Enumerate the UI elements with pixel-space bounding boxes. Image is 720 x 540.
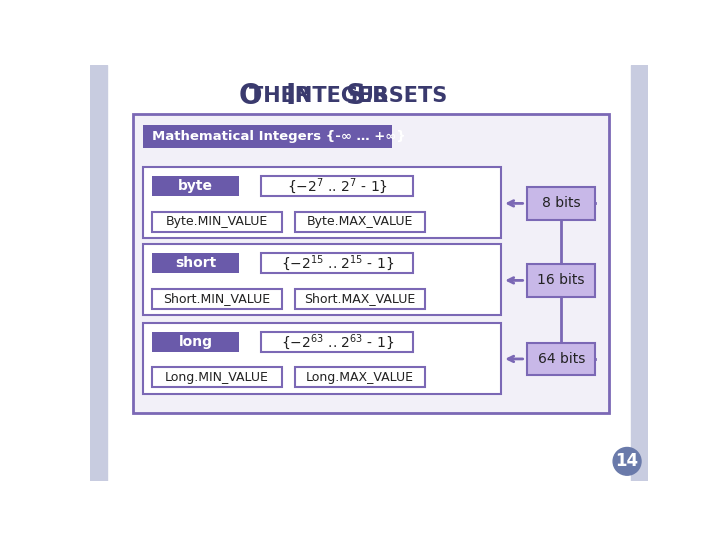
Text: S: S — [346, 82, 366, 110]
Circle shape — [613, 448, 641, 475]
Text: I: I — [285, 82, 295, 110]
Text: UBSETS: UBSETS — [356, 86, 447, 106]
Bar — [132, 114, 609, 413]
Bar — [261, 253, 413, 273]
Text: O: O — [239, 82, 262, 110]
Bar — [152, 253, 239, 273]
Bar — [152, 177, 239, 197]
Text: 14: 14 — [616, 453, 639, 470]
Bar — [152, 212, 282, 232]
Bar — [294, 367, 425, 387]
Bar — [143, 323, 500, 394]
Text: Short.MAX_VALUE: Short.MAX_VALUE — [304, 292, 415, 306]
Text: long: long — [179, 335, 212, 349]
Bar — [143, 167, 500, 238]
Text: Long.MAX_VALUE: Long.MAX_VALUE — [306, 371, 414, 384]
Bar — [152, 332, 239, 352]
Text: NTEGER: NTEGER — [295, 86, 395, 106]
Bar — [143, 244, 500, 315]
Text: $\{$$-2^{63}$ .. $2^{63}$ - 1$\}$: $\{$$-2^{63}$ .. $2^{63}$ - 1$\}$ — [281, 332, 394, 352]
Bar — [152, 289, 282, 309]
Bar — [294, 212, 425, 232]
Bar — [261, 177, 413, 197]
Text: short: short — [175, 256, 216, 271]
Text: THER: THER — [248, 86, 318, 106]
Bar — [527, 343, 595, 375]
Text: $\{$$-2^{7}$ .. $2^{7}$ - 1$\}$: $\{$$-2^{7}$ .. $2^{7}$ - 1$\}$ — [287, 177, 387, 197]
Text: Mathematical Integers {-∞ … +∞}: Mathematical Integers {-∞ … +∞} — [152, 130, 406, 143]
Bar — [631, 65, 648, 481]
Text: Byte.MIN_VALUE: Byte.MIN_VALUE — [166, 215, 269, 228]
Text: Byte.MAX_VALUE: Byte.MAX_VALUE — [307, 215, 413, 228]
Bar — [294, 289, 425, 309]
Bar — [527, 187, 595, 220]
Bar — [143, 125, 392, 148]
Text: Long.MIN_VALUE: Long.MIN_VALUE — [165, 371, 269, 384]
Text: 16 bits: 16 bits — [537, 273, 585, 287]
Text: Short.MIN_VALUE: Short.MIN_VALUE — [163, 292, 271, 306]
Bar — [527, 264, 595, 296]
Bar — [152, 367, 282, 387]
Text: 64 bits: 64 bits — [538, 352, 585, 366]
Bar — [261, 332, 413, 352]
Text: 8 bits: 8 bits — [542, 197, 580, 211]
Text: $\{$$-2^{15}$ .. $2^{15}$ - 1$\}$: $\{$$-2^{15}$ .. $2^{15}$ - 1$\}$ — [281, 253, 394, 273]
Bar — [90, 65, 107, 481]
Text: byte: byte — [178, 179, 213, 193]
